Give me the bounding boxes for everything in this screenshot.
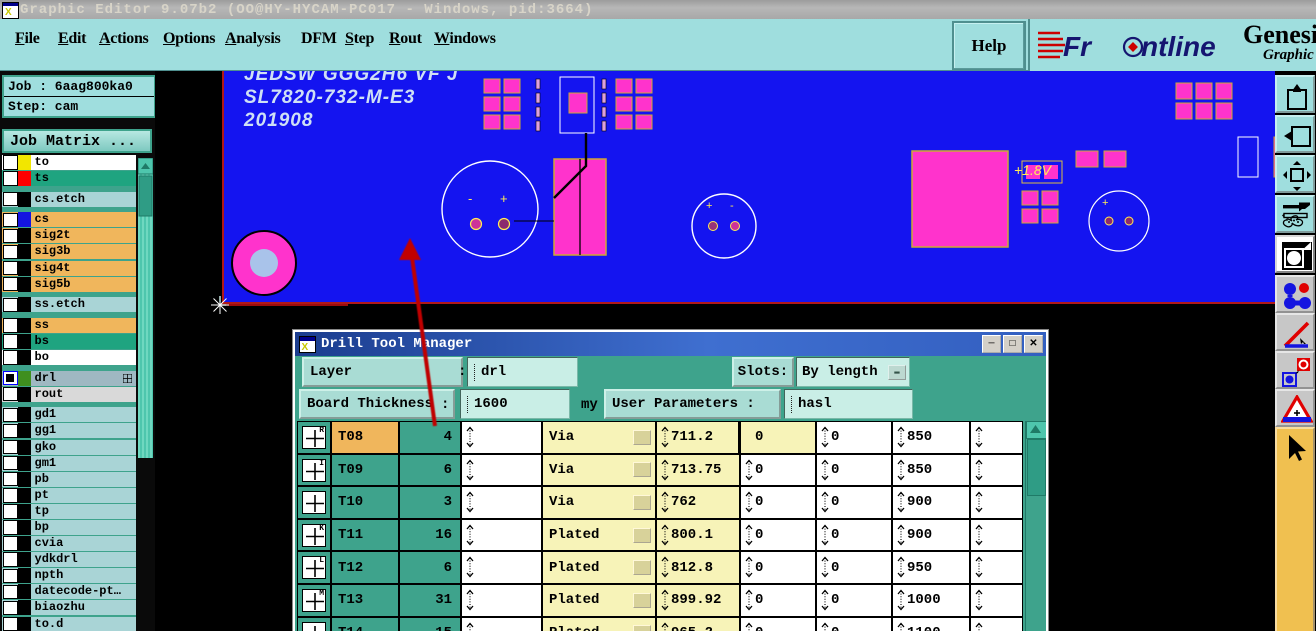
svg-text:+: + xyxy=(500,191,508,206)
svg-text:-: - xyxy=(468,191,472,206)
svg-text:X: X xyxy=(5,7,12,18)
svg-text:Fr: Fr xyxy=(1063,31,1093,62)
svg-text:X: X xyxy=(302,342,309,352)
svg-text:+1.8V: +1.8V xyxy=(1014,162,1053,178)
svg-text:+: + xyxy=(1102,197,1108,209)
svg-text:ntline: ntline xyxy=(1141,31,1216,62)
svg-text:-: - xyxy=(730,200,734,212)
svg-text:+: + xyxy=(706,200,712,212)
